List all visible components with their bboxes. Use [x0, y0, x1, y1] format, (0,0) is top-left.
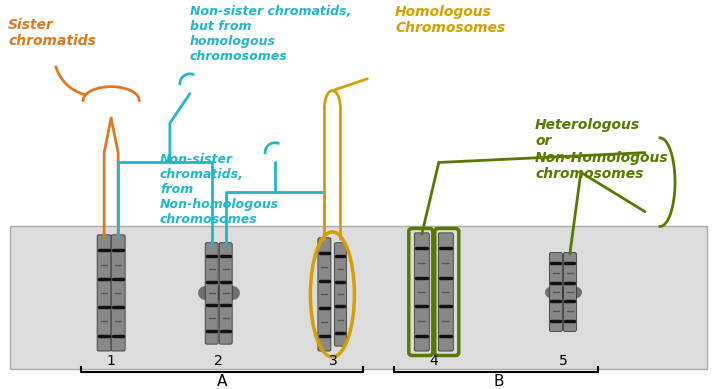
Text: Non-sister chromatids,
but from
homologous
chromosomes: Non-sister chromatids, but from homologo…: [190, 5, 351, 63]
Text: 1: 1: [107, 354, 115, 368]
Text: 3: 3: [329, 354, 338, 368]
FancyBboxPatch shape: [219, 243, 232, 344]
FancyBboxPatch shape: [549, 252, 562, 331]
FancyBboxPatch shape: [438, 233, 453, 351]
FancyBboxPatch shape: [414, 233, 429, 351]
Text: 2: 2: [214, 354, 223, 368]
FancyBboxPatch shape: [318, 238, 331, 351]
Text: A: A: [217, 373, 227, 389]
Text: 4: 4: [429, 354, 438, 368]
FancyBboxPatch shape: [10, 226, 707, 369]
FancyBboxPatch shape: [334, 243, 346, 346]
FancyBboxPatch shape: [564, 252, 576, 331]
FancyBboxPatch shape: [97, 235, 111, 351]
Text: 5: 5: [559, 354, 567, 368]
FancyBboxPatch shape: [205, 243, 218, 344]
Text: Sister
chromatids: Sister chromatids: [8, 18, 96, 48]
Text: Heterologous
or
Non-Homologous
chromosomes: Heterologous or Non-Homologous chromosom…: [535, 118, 669, 181]
Text: Homologous
Chromosomes: Homologous Chromosomes: [395, 5, 505, 35]
FancyBboxPatch shape: [111, 235, 125, 351]
Text: Non-sister
chromatids,
from
Non-homologous
chromosomes: Non-sister chromatids, from Non-homologo…: [160, 152, 279, 226]
Text: B: B: [493, 373, 503, 389]
